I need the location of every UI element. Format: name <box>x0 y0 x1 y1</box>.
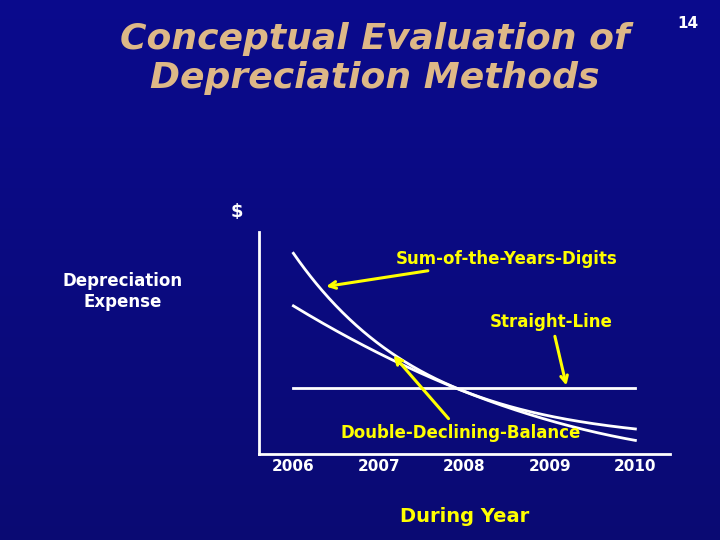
Bar <box>0 372 720 378</box>
Bar <box>0 74 720 81</box>
Bar <box>0 310 720 317</box>
Bar <box>0 519 720 526</box>
Bar <box>0 513 720 519</box>
Bar <box>0 47 720 54</box>
Bar <box>0 345 720 351</box>
Bar <box>0 291 720 297</box>
Bar <box>0 303 720 310</box>
Bar <box>0 128 720 135</box>
Bar <box>0 195 720 202</box>
Text: $: $ <box>230 203 243 221</box>
Bar <box>0 411 720 418</box>
Bar <box>0 493 720 500</box>
Bar <box>0 276 720 284</box>
Text: Double-Declining-Balance: Double-Declining-Balance <box>341 358 581 442</box>
Text: Conceptual Evaluation of
Depreciation Methods: Conceptual Evaluation of Depreciation Me… <box>120 22 629 95</box>
Bar <box>0 202 720 209</box>
Bar <box>0 216 720 222</box>
Bar <box>0 20 720 27</box>
Text: Depreciation
Expense: Depreciation Expense <box>63 272 182 311</box>
Bar <box>0 230 720 237</box>
Bar <box>0 297 720 303</box>
Bar <box>0 222 720 230</box>
Bar <box>0 459 720 465</box>
Bar <box>0 68 720 74</box>
Bar <box>0 284 720 291</box>
Bar <box>0 270 720 276</box>
Text: During Year: During Year <box>400 508 529 526</box>
Bar <box>0 351 720 357</box>
Bar <box>0 14 720 20</box>
Bar <box>0 209 720 216</box>
Bar <box>0 472 720 480</box>
Bar <box>0 418 720 426</box>
Bar <box>0 189 720 195</box>
Bar <box>0 148 720 156</box>
Bar <box>0 263 720 270</box>
Bar <box>0 122 720 128</box>
Text: 14: 14 <box>678 16 698 31</box>
Bar <box>0 338 720 345</box>
Bar <box>0 405 720 411</box>
Bar <box>0 168 720 176</box>
Bar <box>0 249 720 256</box>
Bar <box>0 507 720 513</box>
Bar <box>0 452 720 459</box>
Bar <box>0 446 720 453</box>
Bar <box>0 183 720 189</box>
Bar <box>0 480 720 486</box>
Bar <box>0 102 720 108</box>
Bar <box>0 324 720 330</box>
Bar <box>0 438 720 445</box>
Bar <box>0 108 720 115</box>
Bar <box>0 526 720 534</box>
Text: Straight-Line: Straight-Line <box>490 313 613 382</box>
Bar <box>0 534 720 540</box>
Bar <box>0 364 720 372</box>
Bar <box>0 486 720 492</box>
Bar <box>0 384 720 391</box>
Bar <box>0 54 720 60</box>
Bar <box>0 176 720 183</box>
Bar <box>0 243 720 249</box>
Bar <box>0 94 720 102</box>
Bar <box>0 237 720 243</box>
Bar <box>0 399 720 405</box>
Bar <box>0 378 720 384</box>
Bar <box>0 33 720 40</box>
Bar <box>0 40 720 47</box>
Bar <box>0 135 720 141</box>
Bar <box>0 60 720 68</box>
Bar <box>0 115 720 122</box>
Bar <box>0 358 720 365</box>
Bar <box>0 0 720 6</box>
Bar <box>0 256 720 263</box>
Bar <box>0 162 720 168</box>
Bar <box>0 465 720 472</box>
Bar <box>0 81 720 87</box>
Bar <box>0 141 720 149</box>
Bar <box>0 87 720 94</box>
Bar <box>0 330 720 338</box>
Bar <box>0 426 720 432</box>
Bar <box>0 27 720 33</box>
Bar <box>0 156 720 162</box>
Bar <box>0 6 720 14</box>
Text: Sum-of-the-Years-Digits: Sum-of-the-Years-Digits <box>330 249 618 288</box>
Bar <box>0 432 720 438</box>
Bar <box>0 500 720 507</box>
Bar <box>0 317 720 324</box>
Bar <box>0 392 720 399</box>
